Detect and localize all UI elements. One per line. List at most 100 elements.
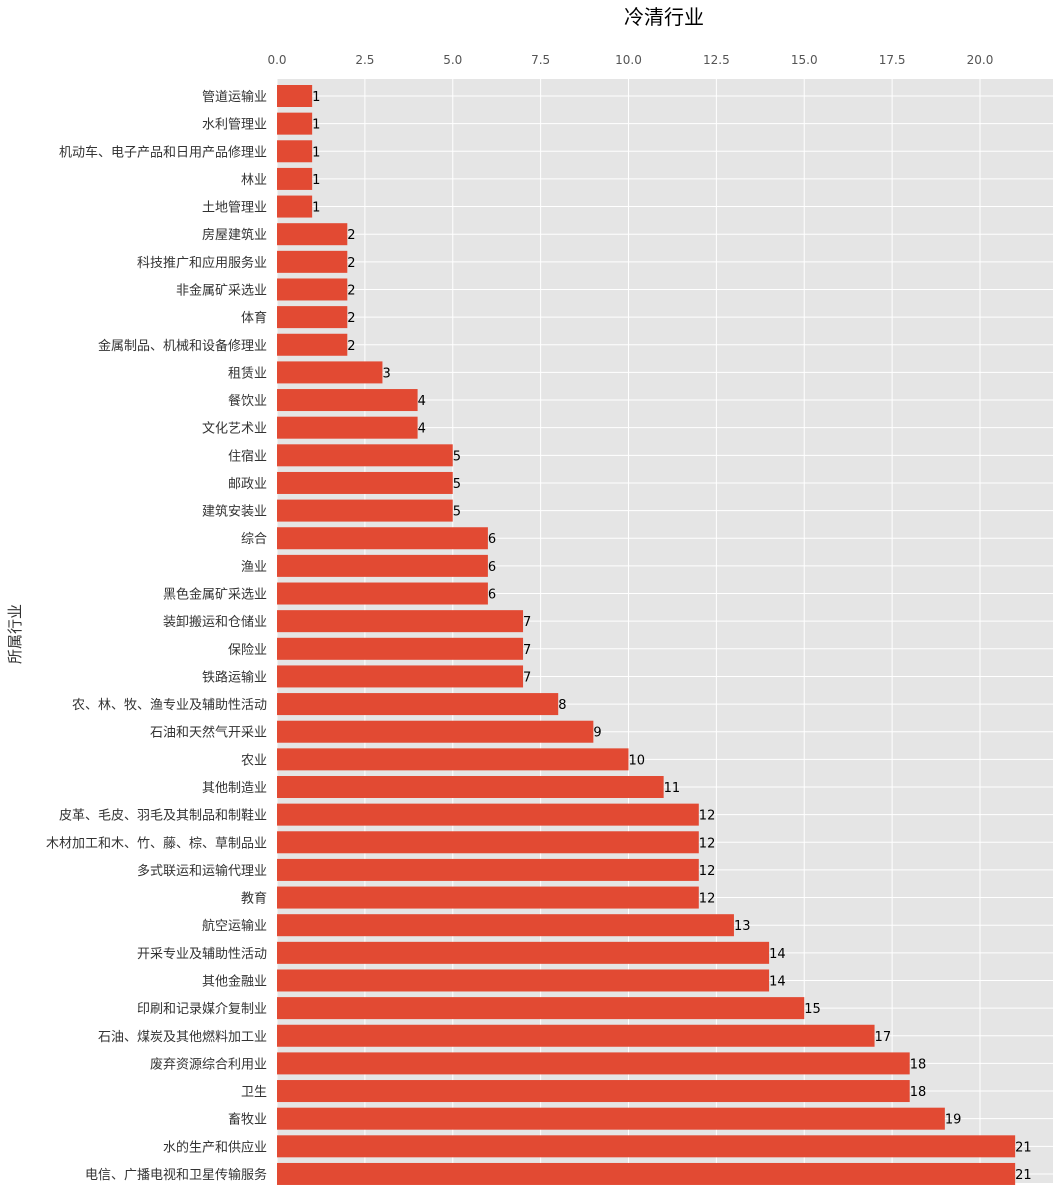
data-label: 17: [875, 1030, 892, 1045]
bar: [277, 444, 453, 467]
bar: [277, 941, 770, 964]
data-label: 8: [558, 698, 566, 713]
bar: [277, 720, 594, 743]
data-label: 6: [488, 532, 496, 547]
data-label: 13: [734, 919, 751, 934]
y-tick-label: 航空运输业: [202, 918, 267, 934]
data-label: 7: [523, 643, 531, 658]
bar: [277, 831, 699, 854]
data-label: 15: [804, 1002, 821, 1017]
bar: [277, 693, 559, 716]
x-tick-labels: 0.0 2.5 5.0 7.5 10.0 12.5 15.0 17.5 20.0: [267, 53, 993, 67]
x-tick-label: 0.0: [267, 53, 286, 67]
bar: [277, 665, 524, 688]
data-label: 21: [1015, 1168, 1032, 1183]
y-tick-label: 废弃资源综合利用业: [150, 1056, 267, 1072]
data-label: 7: [523, 615, 531, 630]
bar: [277, 969, 770, 992]
data-label: 12: [699, 892, 716, 907]
bar: [277, 333, 348, 356]
data-label: 21: [1015, 1140, 1032, 1155]
chart-title: 冷清行业: [624, 5, 704, 29]
bar: [277, 112, 313, 135]
bar: [277, 85, 313, 107]
bar: [277, 886, 699, 909]
bars: [277, 85, 1016, 1185]
data-label: 14: [769, 947, 786, 962]
y-tick-label: 开采专业及辅助性活动: [137, 947, 267, 962]
data-label: 7: [523, 670, 531, 685]
bar: [277, 637, 524, 660]
y-tick-label: 林业: [241, 173, 267, 188]
y-tick-label: 铁路运输业: [202, 669, 267, 685]
y-tick-label: 农业: [241, 753, 267, 768]
y-tick-label: 体育: [241, 310, 267, 326]
bar: [277, 914, 734, 937]
bar: [277, 278, 348, 301]
bar: [277, 582, 488, 605]
y-tick-label: 餐饮业: [228, 393, 267, 409]
data-label: 2: [347, 256, 355, 271]
x-tick-label: 10.0: [615, 53, 642, 67]
bar: [277, 361, 383, 384]
bar: [277, 416, 418, 439]
bar: [277, 997, 805, 1020]
y-tick-label: 住宿业: [228, 448, 267, 464]
y-tick-label: 教育: [241, 891, 267, 907]
y-tick-label: 石油和天然气开采业: [150, 725, 267, 741]
bar: [277, 1052, 910, 1075]
y-tick-label: 科技推广和应用服务业: [137, 255, 267, 271]
y-tick-label: 非金属矿采选业: [176, 282, 267, 298]
bar: [277, 471, 453, 494]
y-tick-label: 黑色金属矿采选业: [163, 587, 267, 603]
bar: [277, 250, 348, 273]
y-tick-label: 其他金融业: [202, 973, 267, 989]
y-tick-label: 石油、煤炭及其他燃料加工业: [98, 1029, 267, 1045]
bar: [277, 140, 313, 163]
data-label: 4: [418, 422, 426, 437]
data-label: 2: [347, 339, 355, 354]
bar: [277, 1162, 1016, 1185]
data-label: 12: [699, 809, 716, 824]
y-tick-label: 卫生: [241, 1085, 267, 1100]
data-label: 9: [593, 726, 601, 741]
bar: [277, 167, 313, 190]
data-label: 14: [769, 974, 786, 989]
x-tick-label: 12.5: [703, 53, 730, 67]
data-label: 6: [488, 560, 496, 575]
x-tick-label: 15.0: [791, 53, 818, 67]
y-tick-label: 金属制品、机械和设备修理业: [98, 338, 267, 354]
bar: [277, 803, 699, 826]
bar: [277, 748, 629, 771]
bar: [277, 499, 453, 522]
y-tick-label: 渔业: [241, 560, 267, 575]
y-tick-label: 多式联运和运输代理业: [137, 863, 267, 879]
y-tick-label: 其他制造业: [202, 781, 267, 796]
data-label: 4: [418, 394, 426, 409]
bar: [277, 1107, 945, 1130]
grid-lines: [276, 79, 1053, 1183]
y-tick-label: 建筑安装业: [202, 504, 267, 520]
x-tick-label: 20.0: [967, 53, 994, 67]
data-label: 2: [347, 311, 355, 326]
data-label: 10: [629, 753, 646, 768]
data-label: 12: [699, 864, 716, 879]
y-tick-label: 水的生产和供应业: [163, 1139, 267, 1155]
bar: [277, 1135, 1016, 1158]
y-tick-label: 农、林、牧、渔专业及辅助性活动: [72, 698, 267, 713]
bar: [277, 223, 348, 246]
data-label: 12: [699, 836, 716, 851]
data-label: 2: [347, 228, 355, 243]
bar: [277, 858, 699, 881]
y-tick-label: 管道运输业: [202, 89, 267, 105]
y-tick-label: 畜牧业: [228, 1112, 267, 1128]
y-tick-label: 保险业: [228, 643, 267, 658]
data-label: 1: [312, 118, 320, 133]
bar: [277, 389, 418, 412]
x-tick-label: 17.5: [879, 53, 906, 67]
y-tick-labels: 管道运输业水利管理业机动车、电子产品和日用产品修理业林业土地管理业房屋建筑业科技…: [46, 89, 267, 1183]
data-label: 1: [312, 90, 320, 105]
y-tick-label: 邮政业: [228, 477, 267, 492]
y-tick-label: 水利管理业: [202, 118, 267, 133]
